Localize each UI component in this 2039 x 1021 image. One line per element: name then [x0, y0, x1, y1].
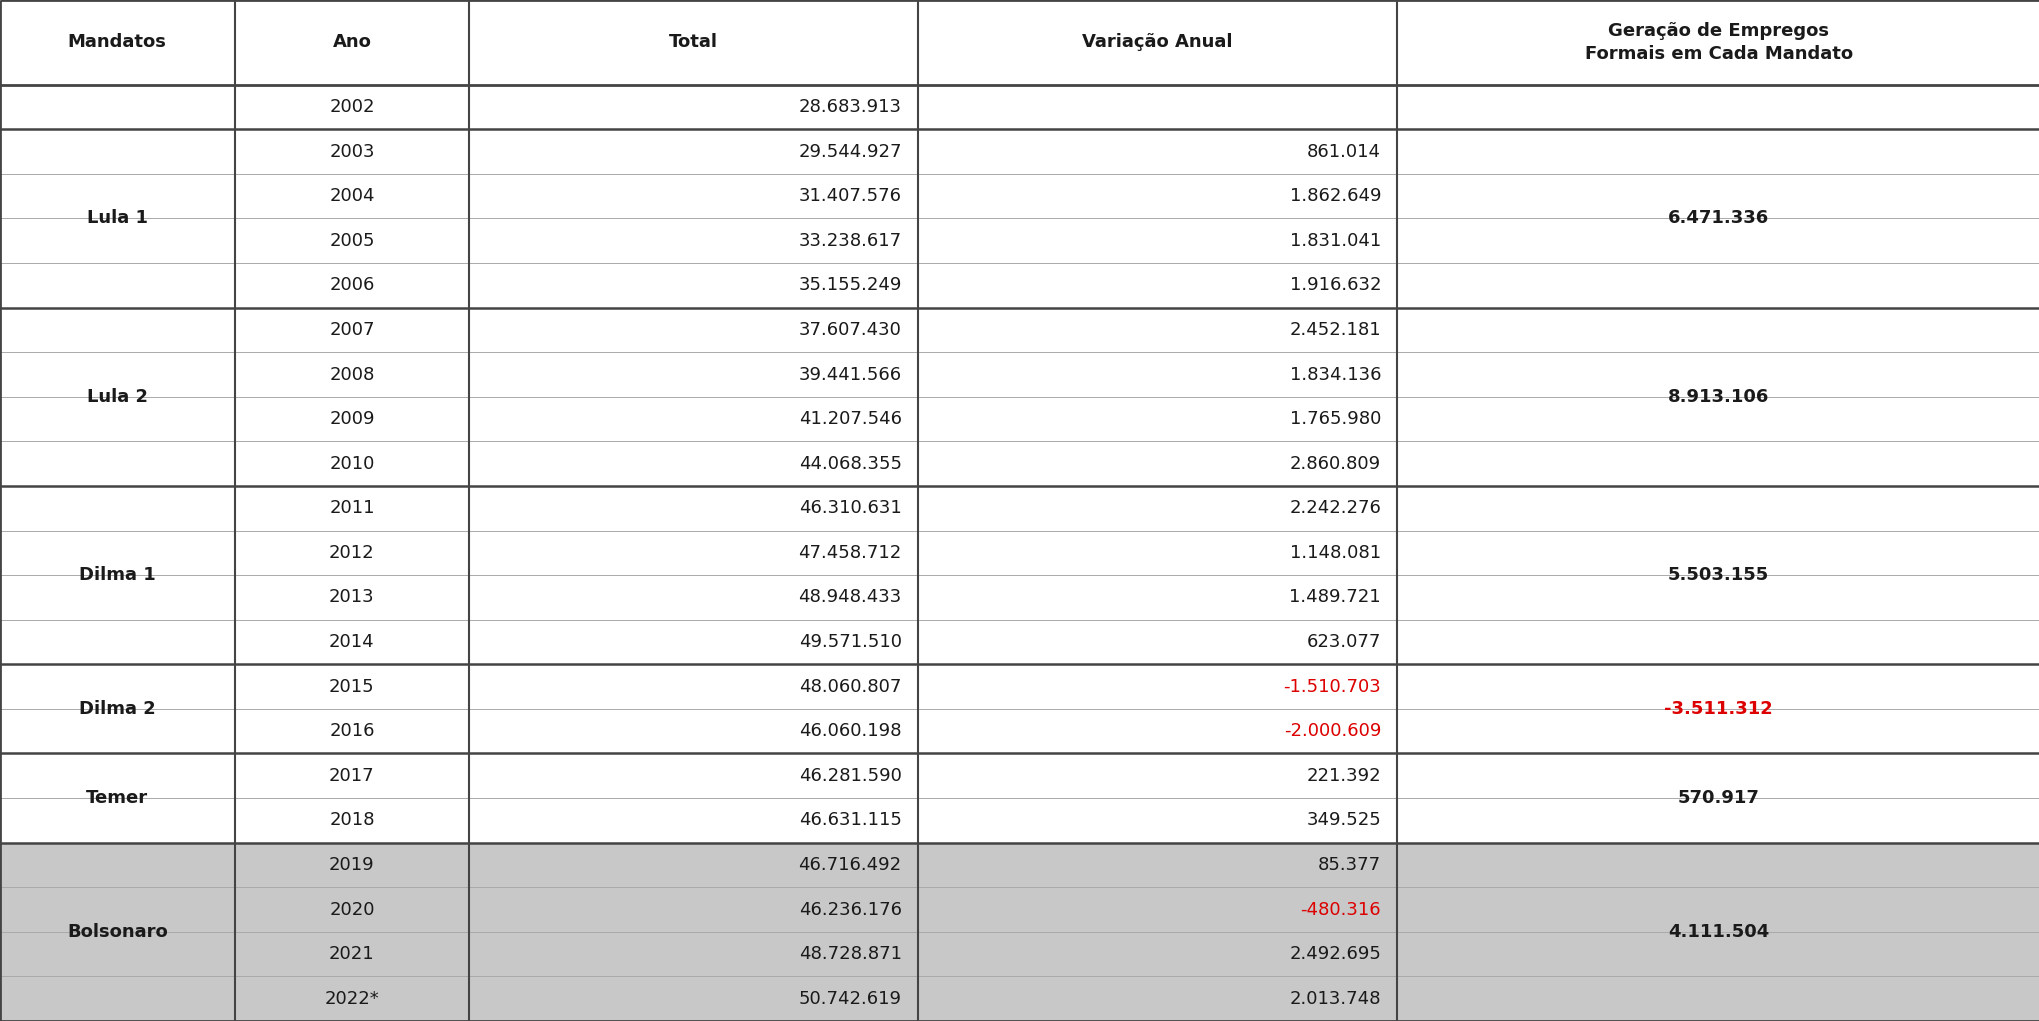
Text: 28.683.913: 28.683.913	[799, 98, 901, 116]
Text: Total: Total	[669, 34, 718, 51]
Text: 1.916.632: 1.916.632	[1289, 277, 1380, 294]
Text: 4.111.504: 4.111.504	[1668, 923, 1768, 940]
Text: 46.236.176: 46.236.176	[799, 901, 901, 919]
Text: 29.544.927: 29.544.927	[797, 143, 901, 160]
Text: 221.392: 221.392	[1305, 767, 1380, 785]
Text: 50.742.619: 50.742.619	[799, 989, 901, 1008]
Bar	[0, 130, 2039, 307]
Text: 2003: 2003	[328, 143, 375, 160]
Text: 2020: 2020	[328, 901, 375, 919]
Text: 2.242.276: 2.242.276	[1289, 499, 1380, 518]
Text: 2009: 2009	[328, 410, 375, 428]
Text: -2.000.609: -2.000.609	[1283, 722, 1380, 740]
Text: 6.471.336: 6.471.336	[1668, 209, 1768, 228]
Text: 1.148.081: 1.148.081	[1289, 544, 1380, 562]
Text: 2010: 2010	[328, 454, 375, 473]
Text: -3.511.312: -3.511.312	[1664, 700, 1772, 718]
Text: Dilma 1: Dilma 1	[80, 567, 155, 584]
Text: 41.207.546: 41.207.546	[799, 410, 901, 428]
Text: Lula 1: Lula 1	[88, 209, 147, 228]
Text: 2017: 2017	[328, 767, 375, 785]
Text: 1.831.041: 1.831.041	[1289, 232, 1380, 250]
Text: 47.458.712: 47.458.712	[797, 544, 901, 562]
Bar	[0, 753, 2039, 842]
Text: 2011: 2011	[328, 499, 375, 518]
Text: 2.013.748: 2.013.748	[1289, 989, 1380, 1008]
Text: 570.917: 570.917	[1676, 789, 1760, 807]
Text: 31.407.576: 31.407.576	[799, 187, 901, 205]
Text: 2022*: 2022*	[324, 989, 379, 1008]
Bar	[0, 842, 2039, 1021]
Text: 44.068.355: 44.068.355	[799, 454, 901, 473]
Bar	[0, 0, 2039, 85]
Text: 48.728.871: 48.728.871	[799, 945, 901, 963]
Text: 35.155.249: 35.155.249	[797, 277, 901, 294]
Text: 2012: 2012	[328, 544, 375, 562]
Text: 46.281.590: 46.281.590	[799, 767, 901, 785]
Text: 2015: 2015	[328, 678, 375, 695]
Text: Mandatos: Mandatos	[67, 34, 167, 51]
Text: 1.834.136: 1.834.136	[1289, 366, 1380, 384]
Text: Ano: Ano	[332, 34, 371, 51]
Text: 2018: 2018	[328, 812, 375, 829]
Text: 349.525: 349.525	[1305, 812, 1380, 829]
Text: Dilma 2: Dilma 2	[80, 700, 155, 718]
Text: 2021: 2021	[328, 945, 375, 963]
Text: Lula 2: Lula 2	[88, 388, 147, 405]
Text: Bolsonaro: Bolsonaro	[67, 923, 167, 940]
Text: 2019: 2019	[328, 856, 375, 874]
Text: -1.510.703: -1.510.703	[1283, 678, 1380, 695]
Text: 2008: 2008	[328, 366, 375, 384]
Text: Variação Anual: Variação Anual	[1083, 34, 1232, 51]
Text: 49.571.510: 49.571.510	[799, 633, 901, 651]
Text: 2006: 2006	[328, 277, 375, 294]
Text: 39.441.566: 39.441.566	[797, 366, 901, 384]
Text: 2014: 2014	[328, 633, 375, 651]
Text: 2005: 2005	[328, 232, 375, 250]
Text: 623.077: 623.077	[1307, 633, 1380, 651]
Text: 2013: 2013	[328, 588, 375, 606]
Text: 1.765.980: 1.765.980	[1289, 410, 1380, 428]
Text: 37.607.430: 37.607.430	[799, 321, 901, 339]
Bar	[0, 307, 2039, 486]
Text: 46.631.115: 46.631.115	[799, 812, 901, 829]
Bar	[0, 665, 2039, 753]
Text: 85.377: 85.377	[1317, 856, 1380, 874]
Text: 33.238.617: 33.238.617	[797, 232, 901, 250]
Text: 2007: 2007	[328, 321, 375, 339]
Text: 2.860.809: 2.860.809	[1289, 454, 1380, 473]
Text: Temer: Temer	[86, 789, 149, 807]
Text: 2002: 2002	[328, 98, 375, 116]
Text: 8.913.106: 8.913.106	[1668, 388, 1768, 405]
Text: 2.492.695: 2.492.695	[1289, 945, 1380, 963]
Bar	[0, 85, 2039, 130]
Text: 48.948.433: 48.948.433	[797, 588, 901, 606]
Text: 2004: 2004	[328, 187, 375, 205]
Text: 861.014: 861.014	[1307, 143, 1380, 160]
Bar	[0, 486, 2039, 665]
Text: 1.862.649: 1.862.649	[1289, 187, 1380, 205]
Text: 46.310.631: 46.310.631	[799, 499, 901, 518]
Text: 46.716.492: 46.716.492	[797, 856, 901, 874]
Text: 1.489.721: 1.489.721	[1289, 588, 1380, 606]
Text: -480.316: -480.316	[1299, 901, 1380, 919]
Text: 48.060.807: 48.060.807	[799, 678, 901, 695]
Text: Geração de Empregos
Formais em Cada Mandato: Geração de Empregos Formais em Cada Mand…	[1584, 21, 1851, 63]
Text: 2.452.181: 2.452.181	[1289, 321, 1380, 339]
Text: 5.503.155: 5.503.155	[1668, 567, 1768, 584]
Text: 46.060.198: 46.060.198	[799, 722, 901, 740]
Text: 2016: 2016	[328, 722, 375, 740]
